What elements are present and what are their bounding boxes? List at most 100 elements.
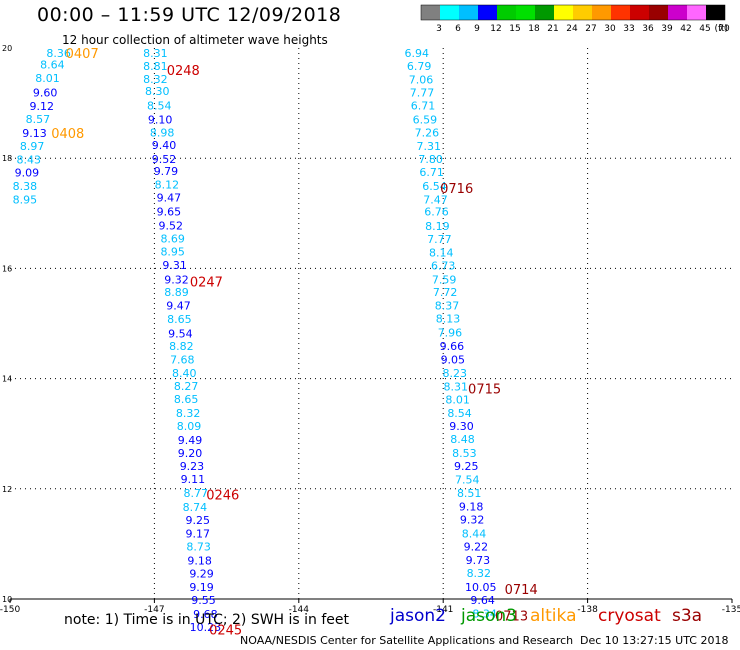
colorbar-label: 27 — [585, 24, 596, 34]
data-label-cryosat: 9.65 — [157, 206, 182, 219]
colorbar-swatch — [440, 5, 459, 20]
data-label-altika: 8.97 — [20, 140, 45, 153]
data-label-s3a: 8.34 — [472, 607, 497, 620]
pass-time-label: 0248 — [167, 64, 200, 79]
data-label-s3a: 9.64 — [470, 594, 495, 607]
data-label-cryosat: 9.49 — [178, 434, 203, 447]
data-label-cryosat: 8.65 — [174, 393, 199, 406]
data-label-s3a: 6.73 — [431, 260, 456, 273]
data-label-s3a: 7.59 — [432, 273, 457, 286]
colorbar-label: 24 — [566, 24, 578, 34]
legend-altika: altika — [530, 606, 577, 626]
pass-time-label: 0407 — [66, 47, 99, 62]
data-label-cryosat: 9.47 — [157, 191, 182, 204]
data-label-altika: 9.09 — [15, 167, 40, 180]
colorbar-swatch — [554, 5, 573, 20]
data-label-cryosat: 8.81 — [143, 60, 168, 73]
data-label-s3a: 6.76 — [424, 206, 449, 219]
colorbar-swatch — [459, 5, 478, 20]
data-label-s3a: 9.25 — [454, 460, 479, 473]
data-label-altika: 8.43 — [17, 153, 42, 166]
data-label-s3a: 7.77 — [410, 87, 435, 100]
colorbar-swatch — [478, 5, 497, 20]
legend-jason2: jason2 — [390, 606, 446, 626]
data-label-cryosat: 7.68 — [170, 353, 195, 366]
x-tick-label: -138 — [577, 605, 598, 615]
data-label-cryosat: 9.79 — [154, 165, 179, 178]
colorbar-label: 39 — [661, 24, 673, 34]
timestamp: Dec 10 13:27:15 UTC 2018 — [580, 634, 729, 647]
data-label-s3a: 8.14 — [429, 246, 454, 259]
data-label-altika: 8.57 — [26, 113, 51, 126]
data-label-cryosat: 9.68 — [193, 608, 218, 621]
data-label-s3a: 6.59 — [413, 114, 438, 127]
data-label-cryosat: 9.25 — [185, 514, 210, 527]
data-label-s3a: 6.79 — [407, 60, 432, 73]
legend-jason3: jason3 — [461, 606, 517, 626]
colorbar-label: 3 — [436, 24, 442, 34]
data-label-s3a: 8.44 — [462, 527, 487, 540]
data-label-cryosat: 8.12 — [155, 179, 180, 192]
pass-time-label: 0716 — [440, 182, 473, 197]
colorbar-frame — [420, 4, 726, 21]
x-tick-label: -135 — [722, 605, 740, 615]
x-tick-label: -141 — [433, 605, 453, 615]
colorbar-label: 18 — [528, 24, 540, 34]
data-label-s3a: 8.01 — [445, 394, 470, 407]
units-note: note: 1) Time is in UTC; 2) SWH is in fe… — [64, 612, 350, 628]
colorbar-unit: (ft) — [714, 24, 728, 34]
colorbar-label: 15 — [509, 24, 520, 34]
data-label-cryosat: 8.95 — [160, 245, 185, 258]
legend-s3a: s3a — [672, 606, 703, 626]
data-label-s3a: 7.80 — [418, 153, 443, 166]
data-label-cryosat: 8.73 — [186, 541, 211, 554]
colorbar-label: 36 — [642, 24, 654, 34]
data-label-s3a: 8.19 — [425, 220, 450, 233]
data-label-s3a: 9.30 — [449, 420, 474, 433]
data-label-s3a: 7.47 — [423, 194, 448, 207]
pass-time-label: 0246 — [206, 488, 239, 503]
data-label-cryosat: 8.89 — [164, 286, 189, 299]
data-label-cryosat: 8.30 — [145, 85, 170, 98]
data-label-s3a: 9.32 — [460, 514, 485, 527]
colorbar-label: 42 — [680, 24, 691, 34]
colorbar-swatch — [573, 5, 592, 20]
data-label-altika: 9.60 — [33, 87, 58, 100]
data-label-cryosat: 9.54 — [168, 327, 193, 340]
data-label-cryosat: 10.23 — [190, 621, 222, 634]
colorbar-swatch — [516, 5, 535, 20]
data-label-cryosat: 8.32 — [176, 407, 201, 420]
y-tick-label: 10 — [2, 595, 12, 604]
pass-time-label: 0713 — [495, 610, 528, 625]
data-label-altika: 8.95 — [13, 194, 38, 207]
data-label-cryosat: 9.55 — [191, 594, 216, 607]
data-label-cryosat: 9.23 — [180, 460, 205, 473]
data-label-cryosat: 9.40 — [152, 139, 177, 152]
data-label-s3a: 7.06 — [409, 73, 434, 86]
data-label-cryosat: 8.98 — [150, 126, 175, 139]
pass-time-label: 0408 — [51, 127, 84, 142]
data-label-s3a: 9.22 — [464, 541, 489, 554]
data-label-s3a: 7.26 — [415, 126, 440, 139]
data-label-s3a: 6.71 — [411, 99, 436, 112]
data-label-s3a: 8.48 — [450, 433, 475, 446]
data-label-altika: 8.01 — [35, 72, 60, 85]
data-label-s3a: 8.54 — [447, 407, 472, 420]
data-label-s3a: 6.71 — [419, 166, 444, 179]
data-label-s3a: 8.13 — [436, 313, 461, 326]
x-tick-label: -147 — [144, 605, 164, 615]
data-label-cryosat: 9.10 — [148, 114, 173, 127]
data-label-cryosat: 8.40 — [172, 367, 197, 380]
pass-time-label: 0714 — [505, 583, 538, 598]
data-label-cryosat: 9.20 — [178, 447, 203, 460]
data-label-altika: 9.13 — [22, 127, 47, 140]
data-label-s3a: 7.96 — [438, 326, 463, 339]
colorbar-label: 70 — [718, 24, 730, 34]
data-label-s3a: 6.94 — [404, 47, 429, 60]
colorbar-label: 6 — [455, 24, 461, 34]
colorbar-swatch — [421, 5, 440, 20]
chart-subtitle: 12 hour collection of altimeter wave hei… — [62, 33, 328, 47]
data-label-s3a: 7.72 — [433, 286, 458, 299]
colorbar-label: 9 — [474, 24, 480, 34]
data-label-altika: 8.64 — [40, 59, 65, 72]
